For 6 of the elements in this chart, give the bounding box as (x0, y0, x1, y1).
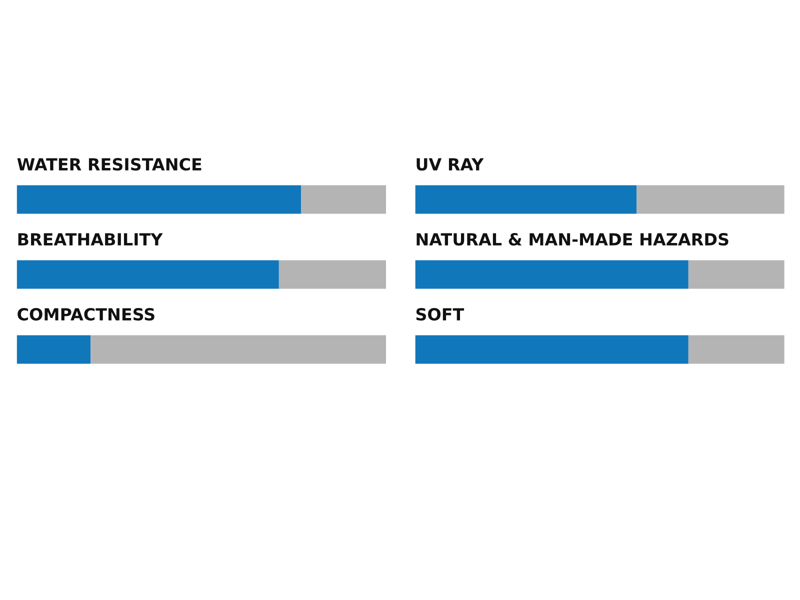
y-tick-label: COMPACTNESS (18, 308, 154, 321)
y-tick-label: BREATHABILITY (18, 233, 163, 246)
y-tick-label: WATER RESISTANCE (17, 158, 202, 171)
y-tick-label: NATURAL & MAN-MADE HAZARDS (416, 232, 728, 246)
y-tick-label: UV RAY (416, 158, 484, 171)
y-tick-label: SOFT (416, 308, 464, 321)
